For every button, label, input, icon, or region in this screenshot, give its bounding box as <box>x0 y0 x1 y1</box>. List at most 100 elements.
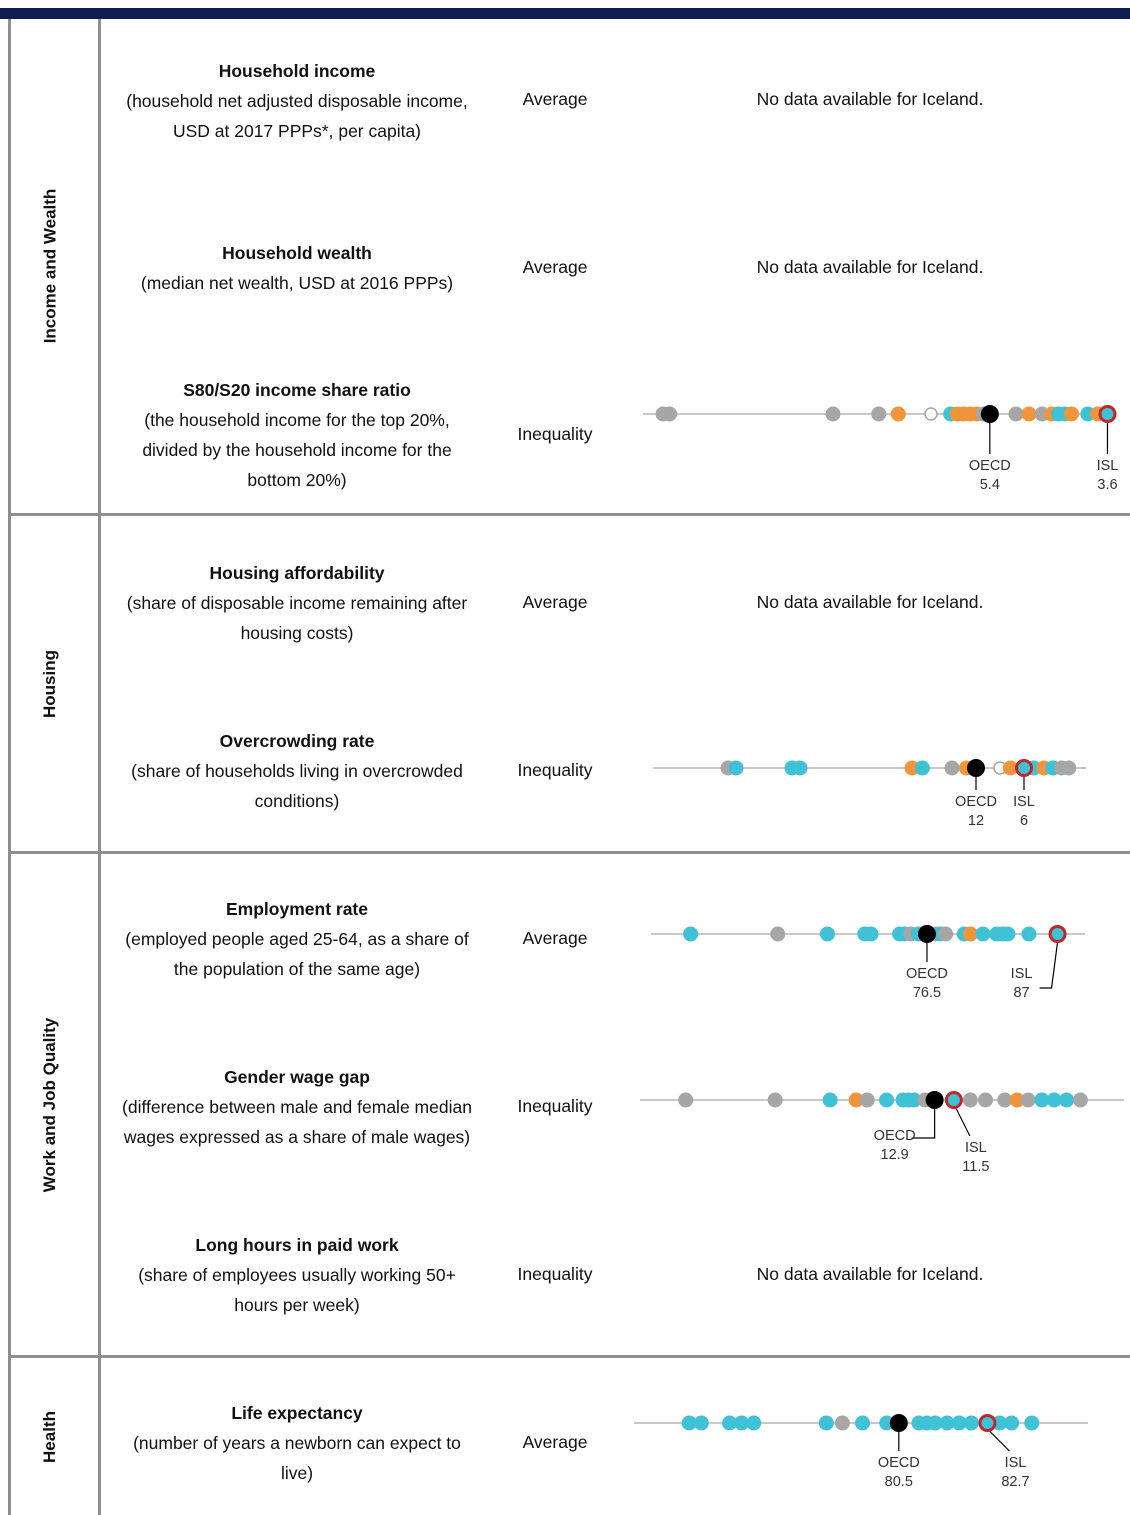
iceland-point <box>1048 925 1067 943</box>
country-point-teal <box>863 926 879 942</box>
no-data-message: No data available for Iceland. <box>756 1264 984 1284</box>
section-divider-2 <box>8 851 1130 854</box>
indicator-kind: Inequality <box>517 1096 593 1116</box>
oecd-label: OECD <box>906 966 948 982</box>
oecd-value-label: 12 <box>968 813 984 829</box>
isl-label: ISL <box>1005 1455 1027 1471</box>
isl-leader-line <box>955 1107 971 1137</box>
country-point-gray <box>1020 1092 1036 1108</box>
country-point-teal <box>855 1415 871 1431</box>
indicator-description: (share of disposable income remaining af… <box>126 593 468 643</box>
iceland-point <box>944 1091 963 1109</box>
country-point-orange <box>1002 760 1018 776</box>
country-point-teal <box>1046 1092 1062 1108</box>
oecd-value-label: 80.5 <box>885 1474 913 1490</box>
country-point-gray <box>678 1092 694 1108</box>
country-point-orange <box>890 406 906 422</box>
no-data-message: No data available for Iceland. <box>756 89 984 109</box>
isl-label: ISL <box>1013 794 1035 810</box>
country-point-teal <box>1000 926 1016 942</box>
indicator-description: (median net wealth, USD at 2016 PPPs) <box>140 273 454 293</box>
country-point-gray <box>767 1092 783 1108</box>
country-point-orange <box>1009 1092 1025 1108</box>
country-point-teal <box>951 1415 967 1431</box>
indicator-title: Gender wage gap <box>224 1067 370 1087</box>
country-point-teal <box>1059 1092 1075 1108</box>
country-point-gray <box>834 1415 850 1431</box>
country-point-gray <box>962 1092 978 1108</box>
indicator-housing-affordability: Housing affordability (share of disposab… <box>107 558 487 648</box>
indicator-kind: Inequality <box>517 760 593 780</box>
iceland-point <box>1098 405 1117 423</box>
isl-value-label: 82.7 <box>1001 1474 1029 1490</box>
no-data-message: No data available for Iceland. <box>756 257 984 277</box>
country-point-teal <box>746 1415 762 1431</box>
country-point-teal <box>1004 1415 1020 1431</box>
indicator-kind: Average <box>522 928 588 948</box>
oecd-average-point <box>917 925 936 943</box>
country-point-teal <box>1021 926 1037 942</box>
country-point-orange <box>848 1092 864 1108</box>
isl-value-label: 11.5 <box>962 1159 989 1175</box>
country-point-gray <box>662 406 678 422</box>
country-point-teal <box>975 926 991 942</box>
country-point-teal <box>722 1415 738 1431</box>
country-point-gray <box>825 406 841 422</box>
header-bar <box>0 8 1130 19</box>
indicator-household-wealth: Household wealth (median net wealth, USD… <box>107 238 487 298</box>
no-data-message: No data available for Iceland. <box>756 592 984 612</box>
country-point-gray <box>938 926 954 942</box>
indicator-kind: Inequality <box>517 424 593 444</box>
indicator-kind: Average <box>522 592 588 612</box>
indicator-title: S80/S20 income share ratio <box>183 380 411 400</box>
indicator-kind: Inequality <box>517 1264 593 1284</box>
country-point-teal <box>681 1415 697 1431</box>
country-point-gray <box>1061 760 1077 776</box>
isl-value-label: 87 <box>1013 985 1029 1001</box>
oecd-value-label: 5.4 <box>980 477 1000 493</box>
indicator-overcrowding-rate: Overcrowding rate (share of households l… <box>107 726 487 816</box>
country-point-teal <box>792 760 808 776</box>
indicator-description: (share of employees usually working 50+ … <box>138 1265 456 1315</box>
oecd-value-label: 12.9 <box>881 1147 909 1163</box>
oecd-average-point <box>889 1414 908 1432</box>
isl-label: ISL <box>1097 458 1119 474</box>
oecd-label: OECD <box>969 458 1011 474</box>
indicator-long-hours: Long hours in paid work (share of employ… <box>107 1230 487 1320</box>
oecd-label: OECD <box>955 794 997 810</box>
isl-value-label: 6 <box>1020 813 1028 829</box>
country-point-teal <box>914 760 930 776</box>
oecd-average-point <box>925 1091 944 1109</box>
country-point-gray <box>770 926 786 942</box>
indicator-title: Household income <box>218 61 376 81</box>
isl-label: ISL <box>965 1140 987 1156</box>
oecd-value-label: 76.5 <box>913 985 941 1001</box>
indicator-life-expectancy: Life expectancy (number of years a newbo… <box>107 1398 487 1488</box>
indicator-household-income: Household income (household net adjusted… <box>107 56 487 146</box>
country-point-gray <box>1072 1092 1088 1108</box>
oecd-average-point <box>980 405 999 423</box>
country-point-gray <box>978 1092 993 1108</box>
indicator-employment-rate: Employment rate (employed people aged 25… <box>107 894 487 984</box>
country-point-orange <box>904 760 920 776</box>
isl-leader-line <box>1039 941 1059 989</box>
indicator-title: Long hours in paid work <box>195 1235 399 1255</box>
country-point-teal <box>818 1415 834 1431</box>
country-point-gray <box>1008 406 1024 422</box>
indicator-gender-wage-gap: Gender wage gap (difference between male… <box>107 1062 487 1152</box>
oecd-label: OECD <box>878 1455 920 1471</box>
country-point-hollow <box>924 407 938 421</box>
country-point-teal <box>963 1415 979 1431</box>
section-divider-1 <box>8 513 1130 516</box>
indicator-description: (number of years a newborn can expect to… <box>133 1433 461 1483</box>
oecd-average-point <box>967 759 985 777</box>
country-point-teal <box>728 760 744 776</box>
section-column-divider <box>98 19 101 1515</box>
section-divider-3 <box>8 1355 1130 1358</box>
indicator-description: (household net adjusted disposable incom… <box>126 91 468 141</box>
country-point-gray <box>859 1092 875 1108</box>
country-point-teal <box>906 1092 922 1108</box>
country-point-teal <box>819 926 835 942</box>
iceland-point <box>1015 759 1033 777</box>
indicator-description: (the household income for the top 20%, d… <box>142 410 452 490</box>
